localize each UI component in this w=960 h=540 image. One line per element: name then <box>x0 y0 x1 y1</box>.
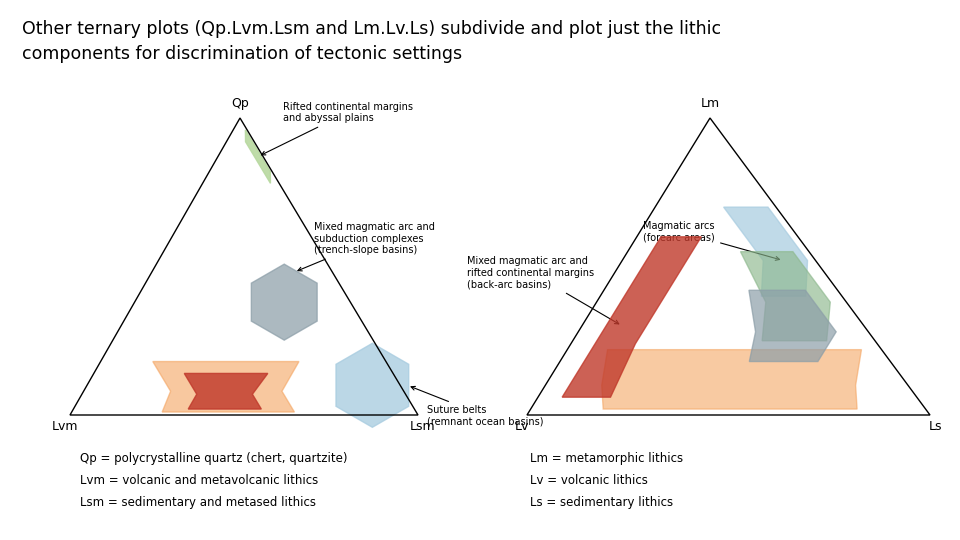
Polygon shape <box>602 350 861 409</box>
Text: Lm = metamorphic lithics: Lm = metamorphic lithics <box>530 452 684 465</box>
Polygon shape <box>184 374 268 409</box>
Polygon shape <box>740 252 830 341</box>
Text: Ls: Ls <box>928 420 942 433</box>
Polygon shape <box>336 343 409 427</box>
Text: Suture belts
(remnant ocean basins): Suture belts (remnant ocean basins) <box>411 387 544 427</box>
Text: Ls = sedimentary lithics: Ls = sedimentary lithics <box>530 496 673 509</box>
Text: Lsm = sedimentary and metased lithics: Lsm = sedimentary and metased lithics <box>80 496 316 509</box>
Polygon shape <box>246 130 271 184</box>
Polygon shape <box>724 207 807 296</box>
Polygon shape <box>563 237 701 397</box>
Text: Lvm = volcanic and metavolcanic lithics: Lvm = volcanic and metavolcanic lithics <box>80 474 319 487</box>
Text: Lv: Lv <box>515 420 529 433</box>
Polygon shape <box>153 362 299 412</box>
Text: Magmatic arcs
(forearc areas): Magmatic arcs (forearc areas) <box>643 220 780 260</box>
Text: Mixed magmatic arc and
rifted continental margins
(back-arc basins): Mixed magmatic arc and rifted continenta… <box>468 256 619 324</box>
Text: Mixed magmatic arc and
subduction complexes
(trench-slope basins): Mixed magmatic arc and subduction comple… <box>298 222 435 271</box>
Text: Qp = polycrystalline quartz (chert, quartzite): Qp = polycrystalline quartz (chert, quar… <box>80 452 348 465</box>
Text: Lv = volcanic lithics: Lv = volcanic lithics <box>530 474 648 487</box>
Text: Lsm: Lsm <box>410 420 436 433</box>
Text: Other ternary plots (Qp.Lvm.Lsm and Lm.Lv.Ls) subdivide and plot just the lithic: Other ternary plots (Qp.Lvm.Lsm and Lm.L… <box>22 20 721 38</box>
Text: components for discrimination of tectonic settings: components for discrimination of tectoni… <box>22 45 462 63</box>
Text: Lvm: Lvm <box>52 420 79 433</box>
Polygon shape <box>252 264 317 340</box>
Polygon shape <box>749 291 836 362</box>
Text: Rifted continental margins
and abyssal plains: Rifted continental margins and abyssal p… <box>261 102 413 155</box>
Text: Qp: Qp <box>231 97 249 110</box>
Text: Lm: Lm <box>701 97 720 110</box>
